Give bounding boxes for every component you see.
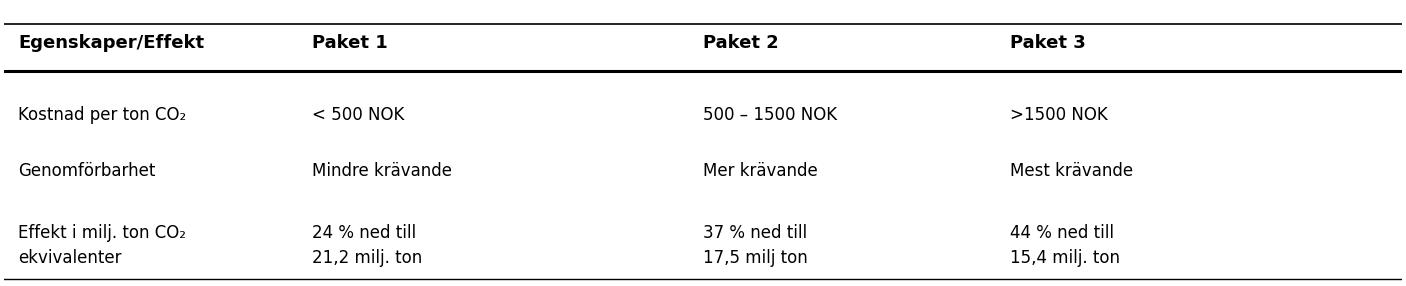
Text: Effekt i milj. ton CO₂
ekvivalenter: Effekt i milj. ton CO₂ ekvivalenter: [18, 224, 186, 267]
Text: 37 % ned till
17,5 milj ton: 37 % ned till 17,5 milj ton: [703, 224, 808, 267]
Text: Paket 3: Paket 3: [1011, 34, 1087, 52]
Text: Paket 2: Paket 2: [703, 34, 779, 52]
Text: >1500 NOK: >1500 NOK: [1011, 106, 1108, 124]
Text: Mer krävande: Mer krävande: [703, 162, 818, 180]
Text: Egenskaper/Effekt: Egenskaper/Effekt: [18, 34, 204, 52]
Text: 500 – 1500 NOK: 500 – 1500 NOK: [703, 106, 837, 124]
Text: Kostnad per ton CO₂: Kostnad per ton CO₂: [18, 106, 187, 124]
Text: Mest krävande: Mest krävande: [1011, 162, 1133, 180]
Text: 24 % ned till
21,2 milj. ton: 24 % ned till 21,2 milj. ton: [312, 224, 422, 267]
Text: Genomförbarhet: Genomförbarhet: [18, 162, 156, 180]
Text: Mindre krävande: Mindre krävande: [312, 162, 451, 180]
Text: 44 % ned till
15,4 milj. ton: 44 % ned till 15,4 milj. ton: [1011, 224, 1121, 267]
Text: < 500 NOK: < 500 NOK: [312, 106, 404, 124]
Text: Paket 1: Paket 1: [312, 34, 388, 52]
